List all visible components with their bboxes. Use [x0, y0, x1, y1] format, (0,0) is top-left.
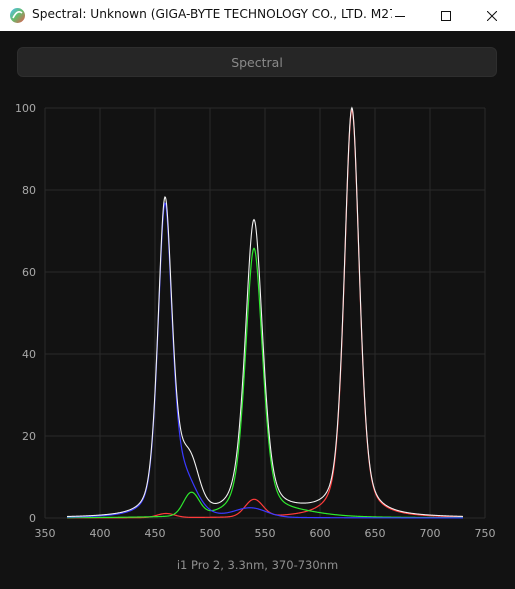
maximize-button[interactable]: [423, 0, 469, 31]
x-tick-label: 700: [420, 527, 441, 540]
close-icon: [487, 10, 497, 21]
y-tick-label: 20: [22, 430, 36, 443]
x-tick-label: 350: [35, 527, 56, 540]
blue-series-line: [66, 202, 463, 519]
x-tick-label: 650: [365, 527, 386, 540]
title-bar: Spectral: Unknown (GIGA-BYTE TECHNOLOGY …: [0, 0, 515, 32]
maximize-icon: [441, 10, 451, 21]
spectral-app-icon: [10, 8, 25, 23]
y-tick-label: 40: [22, 348, 36, 361]
x-tick-label: 500: [200, 527, 221, 540]
window-title: Spectral: Unknown (GIGA-BYTE TECHNOLOGY …: [32, 7, 392, 21]
minimize-button[interactable]: [377, 0, 423, 31]
y-tick-label: 80: [22, 184, 36, 197]
x-tick-label: 450: [145, 527, 166, 540]
x-tick-label: 750: [475, 527, 496, 540]
close-button[interactable]: [469, 0, 515, 31]
x-tick-label: 550: [255, 527, 276, 540]
spectral-button[interactable]: Spectral: [17, 47, 497, 77]
window-content: Spectral: [0, 31, 515, 589]
y-tick-label: 100: [15, 102, 36, 115]
total-series-line: [66, 106, 464, 518]
minimize-icon: [395, 15, 405, 17]
x-tick-label: 400: [90, 527, 111, 540]
spectral-chart: 350 400 450 500 550 600 650 700 750 0 20 40 60 80 100: [15, 102, 496, 540]
y-tick-label: 0: [29, 512, 36, 525]
x-tick-label: 600: [310, 527, 331, 540]
instrument-caption: i1 Pro 2, 3.3nm, 370-730nm: [176, 558, 339, 572]
y-tick-label: 60: [22, 266, 36, 279]
